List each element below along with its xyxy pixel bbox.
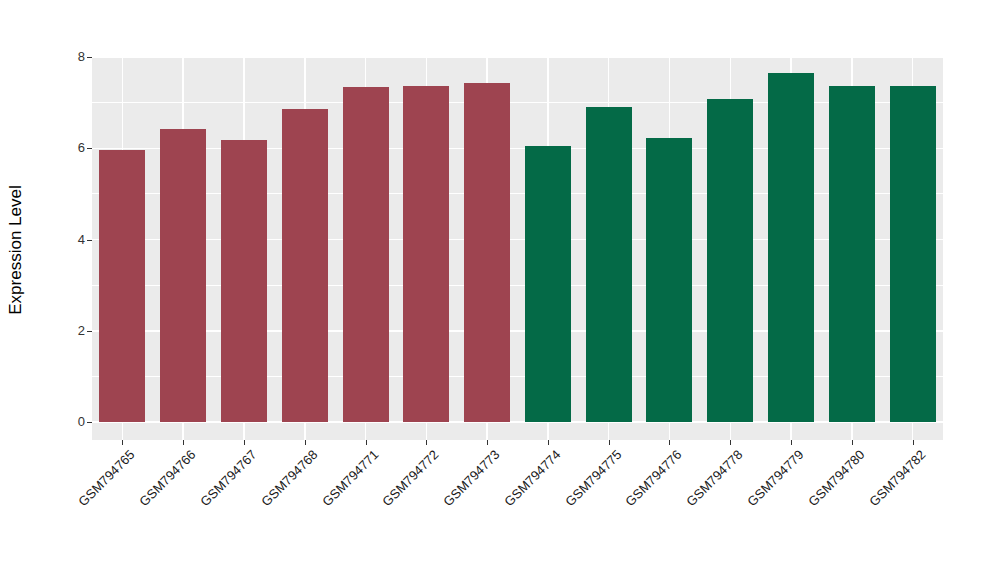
minor-gridline bbox=[92, 285, 943, 286]
x-tick-label: GSM794779 bbox=[744, 447, 806, 509]
x-tick-mark bbox=[791, 440, 792, 445]
minor-gridline bbox=[92, 376, 943, 377]
y-tick-label: 2 bbox=[51, 323, 85, 339]
x-tick-label: GSM794780 bbox=[805, 447, 867, 509]
y-tick-label: 8 bbox=[51, 49, 85, 65]
bar-GSM794774 bbox=[525, 146, 571, 422]
x-tick-mark bbox=[366, 440, 367, 445]
bar-GSM794779 bbox=[768, 73, 814, 422]
x-tick-label: GSM794772 bbox=[380, 447, 442, 509]
x-tick-mark bbox=[913, 440, 914, 445]
x-tick-label: GSM794766 bbox=[137, 447, 199, 509]
bar-GSM794775 bbox=[586, 107, 632, 422]
bar-GSM794767 bbox=[221, 140, 267, 422]
x-tick-label: GSM794767 bbox=[197, 447, 259, 509]
minor-gridline bbox=[92, 102, 943, 103]
x-tick-mark bbox=[548, 440, 549, 445]
x-tick-label: GSM794774 bbox=[501, 447, 563, 509]
x-tick-mark bbox=[426, 440, 427, 445]
y-tick-mark bbox=[87, 57, 92, 58]
major-gridline bbox=[92, 421, 943, 423]
y-tick-mark bbox=[87, 148, 92, 149]
bar-GSM794776 bbox=[646, 138, 692, 422]
x-tick-label: GSM794782 bbox=[866, 447, 928, 509]
minor-gridline bbox=[92, 193, 943, 194]
bar-GSM794773 bbox=[464, 83, 510, 422]
x-tick-label: GSM794778 bbox=[684, 447, 746, 509]
major-gridline bbox=[92, 148, 943, 150]
y-tick-mark bbox=[87, 331, 92, 332]
major-gridline bbox=[92, 239, 943, 241]
x-tick-label: GSM794771 bbox=[319, 447, 381, 509]
major-gridline bbox=[92, 330, 943, 332]
y-tick-label: 0 bbox=[51, 414, 85, 430]
y-tick-label: 4 bbox=[51, 232, 85, 248]
x-tick-label: GSM794776 bbox=[623, 447, 685, 509]
bar-GSM794765 bbox=[99, 150, 145, 422]
x-tick-mark bbox=[122, 440, 123, 445]
x-tick-mark bbox=[487, 440, 488, 445]
x-tick-mark bbox=[609, 440, 610, 445]
y-tick-label: 6 bbox=[51, 140, 85, 156]
bar-GSM794772 bbox=[403, 86, 449, 422]
x-tick-mark bbox=[244, 440, 245, 445]
x-tick-label: GSM794773 bbox=[440, 447, 502, 509]
x-tick-label: GSM794768 bbox=[258, 447, 320, 509]
bar-GSM794780 bbox=[829, 86, 875, 422]
x-tick-mark bbox=[852, 440, 853, 445]
bar-chart-figure: Expression Level 0 2 4 6 8 GSM794765GSM794766… bbox=[0, 0, 1000, 580]
x-tick-mark bbox=[730, 440, 731, 445]
major-gridline bbox=[92, 57, 943, 58]
bar-GSM794778 bbox=[707, 99, 753, 422]
y-axis-label: Expression Level bbox=[6, 140, 26, 360]
bar-GSM794766 bbox=[160, 129, 206, 422]
bar-GSM794782 bbox=[890, 86, 936, 422]
x-tick-label: GSM794765 bbox=[76, 447, 138, 509]
x-tick-mark bbox=[305, 440, 306, 445]
y-tick-mark bbox=[87, 422, 92, 423]
y-tick-mark bbox=[87, 240, 92, 241]
x-tick-label: GSM794775 bbox=[562, 447, 624, 509]
plot-panel bbox=[92, 57, 943, 440]
bar-GSM794768 bbox=[282, 109, 328, 422]
bar-GSM794771 bbox=[343, 87, 389, 422]
x-tick-mark bbox=[669, 440, 670, 445]
x-tick-mark bbox=[183, 440, 184, 445]
